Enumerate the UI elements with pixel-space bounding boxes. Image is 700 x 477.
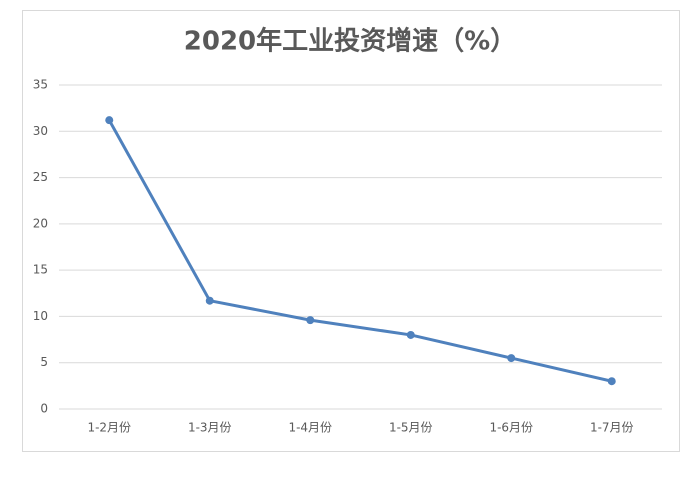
x-tick-label: 1-3月份 <box>188 421 232 435</box>
data-point <box>607 377 616 386</box>
chart-frame <box>22 10 680 452</box>
x-tick-label: 1-6月份 <box>489 421 533 435</box>
data-point <box>507 354 516 363</box>
data-point <box>205 296 214 305</box>
y-tick-label: 20 <box>33 216 48 230</box>
y-tick-label: 30 <box>33 124 48 138</box>
y-tick-label: 0 <box>40 402 48 416</box>
x-tick-label: 1-2月份 <box>87 421 131 435</box>
chart-title: 2020年工业投资增速（%） <box>184 26 516 57</box>
x-tick-label: 1-7月份 <box>590 421 634 435</box>
y-tick-label: 15 <box>33 263 48 277</box>
data-point <box>105 116 114 125</box>
data-point <box>306 316 315 325</box>
y-tick-label: 10 <box>33 309 48 323</box>
x-tick-label: 1-5月份 <box>389 421 433 435</box>
data-line <box>107 119 613 383</box>
y-tick-label: 25 <box>33 170 48 184</box>
y-tick-label: 35 <box>33 78 48 92</box>
x-tick-label: 1-4月份 <box>288 421 332 435</box>
y-tick-label: 5 <box>40 355 48 369</box>
data-point <box>406 330 415 339</box>
